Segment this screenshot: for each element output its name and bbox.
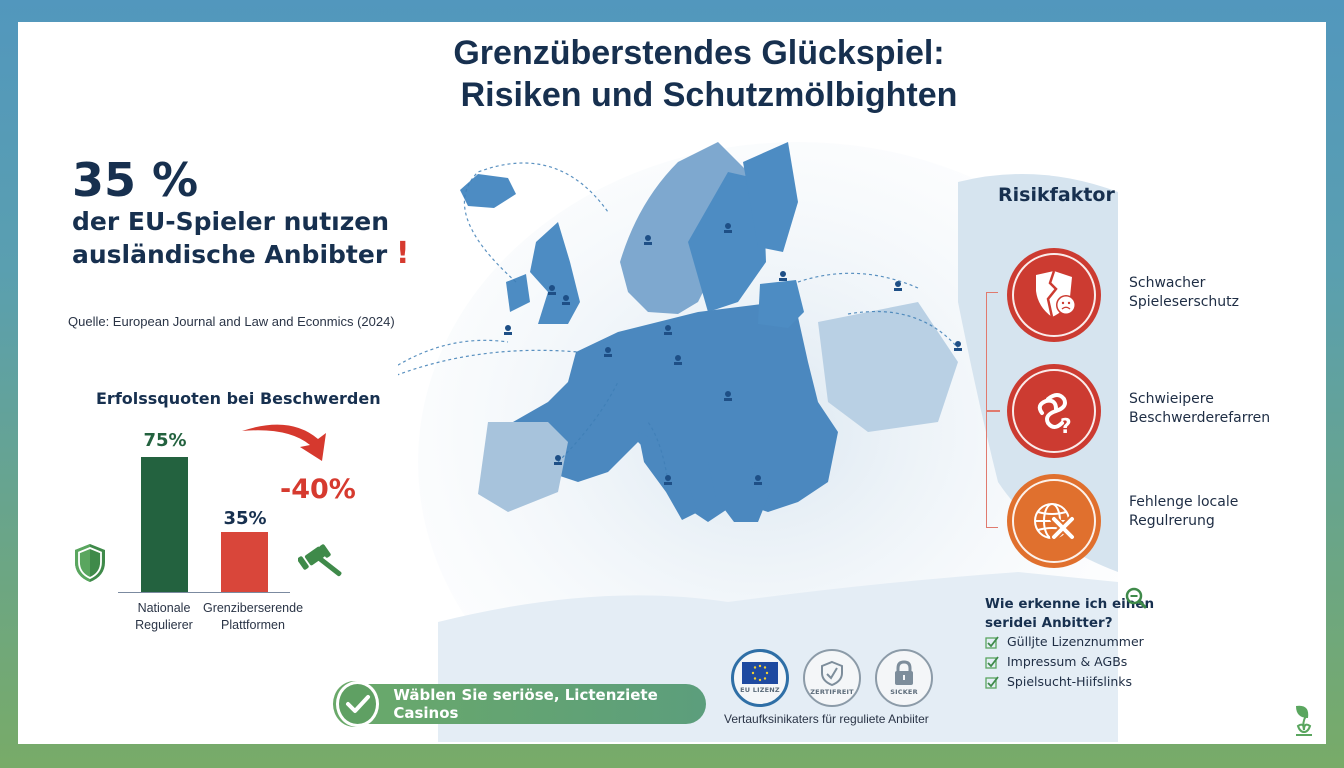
stat-line-1: der EU-Spieler nutızen xyxy=(72,207,390,236)
title-line-2: Risiken und Schutzmölbighten xyxy=(460,76,958,114)
stat-percent: 35 % xyxy=(72,153,199,207)
cta-choose-licensed-casinos[interactable]: Wäblen Sie seriöse, Lictenziete Casinos xyxy=(336,681,706,727)
risk-label: Schwacher Spieleserschutz xyxy=(1129,275,1240,310)
title-line-1: Grenzüberstendes Glückspiel: xyxy=(453,34,945,72)
category-label: Grenziberserende Plattformen xyxy=(202,601,304,632)
bar-value-label: 35% xyxy=(223,508,267,529)
risk-icon-missing-regulation xyxy=(1007,474,1101,568)
risk-label: Schwieipere Beschwerderefarren xyxy=(1129,391,1271,426)
infographic-panel: Grenzüberstendes Glückspiel: Risiken und… xyxy=(18,22,1326,744)
checkbox-checked-icon xyxy=(985,675,999,689)
checklist-title: Wie erkenne ich einen seridei Anbitter? xyxy=(985,596,1155,631)
page-title: Grenzüberstendes Glückspiel: Risiken und… xyxy=(18,32,1326,116)
risk-connector-tick xyxy=(986,410,1000,412)
source-citation: Quelle: European Journal and Law and Eco… xyxy=(68,314,395,329)
eu-flag-icon xyxy=(742,662,778,684)
globe-cross-icon xyxy=(1034,503,1076,541)
category-label: Nationale Regulierer xyxy=(135,601,193,632)
europe-map xyxy=(398,142,1118,742)
lock-icon xyxy=(895,660,913,685)
gavel-icon xyxy=(298,544,342,577)
checklist-item: Gülljte Lizenznummer xyxy=(985,634,1144,649)
checkbox-checked-icon xyxy=(985,655,999,669)
shield-icon xyxy=(75,544,105,582)
badge-eu-license: EU LIZENZ xyxy=(731,649,789,707)
bar-value-label: 75% xyxy=(143,430,187,451)
badge-certified: ZERTIFREIT xyxy=(803,649,861,707)
headline-stat: 35 % der EU-Spieler nutızen ausländische… xyxy=(72,154,410,271)
checklist-item: Spielsucht-Hiifslinks xyxy=(985,674,1132,689)
checkbox-checked-icon xyxy=(985,635,999,649)
x-axis-line xyxy=(118,592,290,593)
sprout-icon xyxy=(1296,705,1312,736)
svg-text:?: ? xyxy=(1060,414,1072,438)
cta-label: Wäblen Sie seriöse, Lictenziete Casinos xyxy=(393,686,658,722)
down-arrow-icon xyxy=(242,424,326,461)
delta-annotation: -40% xyxy=(280,474,356,505)
shield-check-icon xyxy=(821,660,843,686)
stat-line-2: ausländische Anbibter xyxy=(72,240,388,269)
iceland-shape xyxy=(460,174,516,208)
badge-secure: SICKER xyxy=(875,649,933,707)
risk-icon-complex-complaints: ? xyxy=(1007,364,1101,458)
risk-icon-weak-protection xyxy=(1007,248,1101,342)
tangled-question-icon: ? xyxy=(1037,393,1072,438)
risk-label: Fehlenge locale Regulrerung xyxy=(1129,494,1239,529)
chart-title: Erfolssquoten bei Beschwerden xyxy=(96,389,381,408)
exclamation-icon: ! xyxy=(395,236,410,271)
broken-shield-sad-icon xyxy=(1036,270,1076,318)
checklist-item: Impressum & AGBs xyxy=(985,654,1127,669)
magnifier-icon xyxy=(1125,587,1147,609)
checkmark-icon xyxy=(336,681,380,727)
badges-caption: Vertaufksinikaters für reguliete Anbiite… xyxy=(724,712,929,726)
risk-section-title: Risikfaktor xyxy=(998,184,1115,206)
bar-grenzueberschreitende-plattformen xyxy=(221,532,268,592)
bar-nationale-regulierer xyxy=(141,457,188,592)
